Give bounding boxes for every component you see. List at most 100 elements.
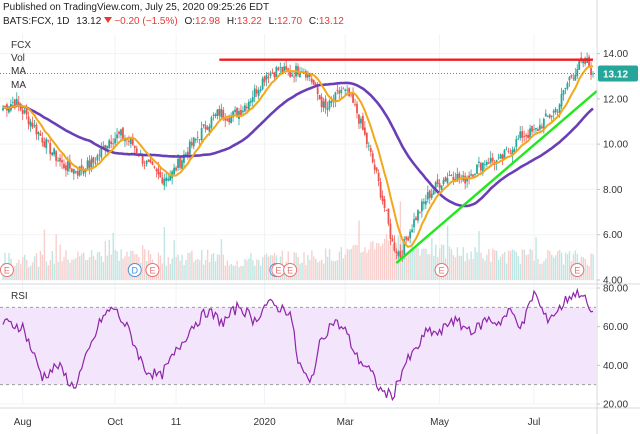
- candle-body[interactable]: [452, 176, 455, 181]
- candle-body[interactable]: [552, 110, 555, 113]
- candle-body[interactable]: [558, 104, 561, 113]
- candle-body[interactable]: [336, 90, 339, 91]
- candle-body[interactable]: [96, 155, 99, 161]
- candle-body[interactable]: [259, 89, 262, 91]
- candle-body[interactable]: [501, 154, 504, 160]
- candle-body[interactable]: [214, 114, 217, 117]
- candle-body[interactable]: [210, 117, 213, 128]
- candle-body[interactable]: [145, 160, 148, 165]
- candle-body[interactable]: [450, 175, 453, 177]
- candle-body[interactable]: [554, 108, 557, 113]
- candle-body[interactable]: [155, 169, 158, 172]
- candle-body[interactable]: [88, 160, 91, 168]
- candle-body[interactable]: [35, 124, 38, 135]
- candle-body[interactable]: [456, 173, 459, 182]
- candle-body[interactable]: [440, 185, 443, 191]
- candle-body[interactable]: [102, 146, 105, 148]
- dividend-marker-circle[interactable]: [127, 263, 142, 277]
- candle-body[interactable]: [234, 109, 236, 113]
- candle-body[interactable]: [531, 125, 533, 132]
- candle-body[interactable]: [72, 169, 75, 174]
- candle-body[interactable]: [572, 77, 575, 79]
- candle-body[interactable]: [76, 171, 79, 176]
- candle-body[interactable]: [45, 138, 48, 149]
- candle-body[interactable]: [523, 136, 526, 137]
- candle-body[interactable]: [330, 101, 333, 104]
- candle-body[interactable]: [434, 182, 437, 190]
- candle-body[interactable]: [23, 110, 26, 113]
- candle-body[interactable]: [326, 107, 329, 111]
- candle-body[interactable]: [358, 114, 360, 124]
- candle-body[interactable]: [25, 108, 28, 115]
- candle-body[interactable]: [291, 74, 293, 77]
- candle-body[interactable]: [74, 171, 77, 173]
- candle-body[interactable]: [491, 157, 494, 162]
- candle-body[interactable]: [535, 127, 537, 130]
- candle-body[interactable]: [525, 135, 528, 137]
- candle-body[interactable]: [379, 181, 382, 198]
- earnings-marker-circle[interactable]: [570, 263, 585, 277]
- candle-body[interactable]: [118, 131, 120, 135]
- candle-body[interactable]: [53, 148, 56, 155]
- candle-body[interactable]: [165, 177, 168, 182]
- candle-body[interactable]: [446, 177, 449, 183]
- candle-body[interactable]: [2, 108, 4, 111]
- candle-body[interactable]: [468, 175, 470, 179]
- candle-body[interactable]: [192, 137, 195, 147]
- candle-body[interactable]: [37, 132, 40, 135]
- candle-body[interactable]: [464, 175, 467, 184]
- candle-body[interactable]: [151, 161, 154, 165]
- candle-body[interactable]: [98, 154, 101, 156]
- candle-body[interactable]: [348, 88, 351, 97]
- candle-body[interactable]: [63, 163, 65, 169]
- candle-body[interactable]: [70, 168, 73, 173]
- candle-body[interactable]: [381, 195, 384, 202]
- candle-body[interactable]: [407, 237, 410, 241]
- candle-body[interactable]: [169, 175, 172, 181]
- candle-body[interactable]: [236, 107, 238, 117]
- candle-body[interactable]: [354, 103, 356, 105]
- candle-body[interactable]: [350, 94, 352, 96]
- candle-body[interactable]: [472, 174, 474, 177]
- candle-body[interactable]: [537, 129, 539, 132]
- candle-body[interactable]: [377, 172, 380, 182]
- candle-body[interactable]: [362, 115, 364, 130]
- candle-body[interactable]: [212, 115, 215, 116]
- candle-body[interactable]: [497, 157, 500, 159]
- earnings-marker-circle[interactable]: [434, 263, 449, 277]
- candle-body[interactable]: [448, 174, 451, 176]
- legend-symbol[interactable]: FCX: [11, 40, 31, 51]
- ma-slow-line[interactable]: [2, 81, 594, 208]
- candle-body[interactable]: [43, 141, 46, 147]
- candle-body[interactable]: [442, 179, 445, 185]
- candle-body[interactable]: [397, 251, 400, 256]
- candle-body[interactable]: [356, 103, 358, 114]
- candle-body[interactable]: [112, 143, 115, 145]
- candle-body[interactable]: [289, 70, 292, 77]
- candle-body[interactable]: [424, 200, 427, 205]
- candle-body[interactable]: [228, 117, 231, 123]
- candle-body[interactable]: [403, 239, 406, 255]
- candle-body[interactable]: [308, 74, 311, 77]
- candle-body[interactable]: [283, 66, 286, 73]
- candle-body[interactable]: [194, 138, 197, 141]
- candle-body[interactable]: [312, 79, 315, 85]
- candle-body[interactable]: [521, 131, 524, 138]
- candle-body[interactable]: [328, 100, 331, 109]
- candle-body[interactable]: [483, 164, 486, 166]
- candle-body[interactable]: [122, 127, 124, 139]
- support-trendline[interactable]: [395, 90, 598, 264]
- rsi-label[interactable]: RSI: [11, 291, 28, 302]
- candle-body[interactable]: [106, 145, 109, 149]
- candle-body[interactable]: [196, 136, 199, 138]
- candle-body[interactable]: [387, 208, 390, 224]
- candle-body[interactable]: [426, 192, 429, 200]
- candle-body[interactable]: [116, 134, 118, 139]
- candle-body[interactable]: [458, 173, 461, 179]
- candle-body[interactable]: [385, 210, 388, 212]
- candle-body[interactable]: [110, 141, 113, 144]
- candle-body[interactable]: [371, 153, 374, 163]
- candle-body[interactable]: [257, 90, 260, 96]
- candle-body[interactable]: [263, 76, 266, 83]
